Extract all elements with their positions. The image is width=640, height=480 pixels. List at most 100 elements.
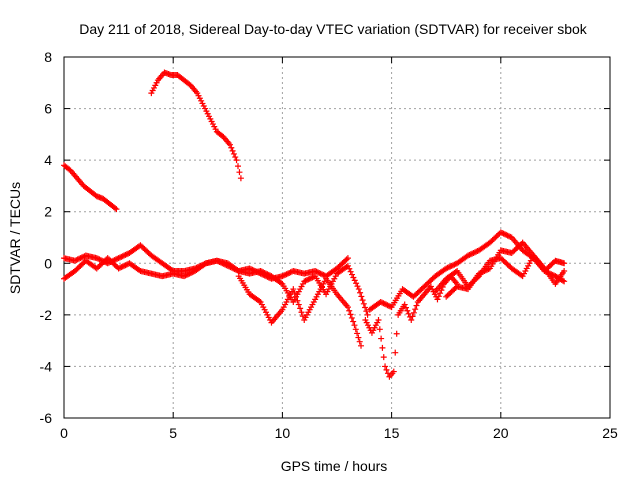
plus-marker xyxy=(71,257,78,264)
plus-marker xyxy=(376,326,383,333)
plus-marker xyxy=(344,262,351,269)
plus-marker xyxy=(344,255,351,262)
plus-marker xyxy=(471,249,478,256)
plus-marker xyxy=(74,256,81,263)
plus-marker xyxy=(403,304,410,311)
plus-marker xyxy=(256,297,263,304)
axis-ticks: 0 5 10 15 20 25 -6 -4 -2 0 2 4 6 8 xyxy=(40,49,618,441)
plus-marker xyxy=(383,301,390,308)
plus-marker xyxy=(183,271,190,278)
y-tick-label: -4 xyxy=(40,358,53,374)
plus-marker xyxy=(115,255,122,262)
plus-marker xyxy=(401,301,408,308)
plus-marker xyxy=(384,302,391,309)
plus-marker xyxy=(352,326,359,333)
plus-marker xyxy=(303,277,310,284)
plus-marker xyxy=(116,264,123,271)
plus-marker xyxy=(80,253,87,260)
plus-marker xyxy=(435,293,442,300)
plus-marker xyxy=(263,270,270,277)
plus-marker xyxy=(186,270,193,277)
plus-marker xyxy=(283,271,290,278)
plus-marker xyxy=(93,255,100,262)
series-arc-trough xyxy=(362,273,461,380)
plus-marker xyxy=(503,231,510,238)
plus-marker xyxy=(504,232,511,239)
plus-marker xyxy=(290,286,297,293)
plus-marker xyxy=(434,296,441,303)
plus-marker xyxy=(344,304,351,311)
y-tick-label: -2 xyxy=(40,307,53,323)
plus-marker xyxy=(497,229,504,236)
plus-marker xyxy=(313,268,320,275)
plus-marker xyxy=(280,272,287,279)
plus-marker xyxy=(309,274,316,281)
plus-marker xyxy=(379,299,386,306)
plus-marker xyxy=(182,272,189,279)
plus-marker xyxy=(291,289,298,296)
plus-marker xyxy=(437,290,444,297)
plus-marker xyxy=(265,271,272,278)
plus-marker xyxy=(230,150,237,157)
plus-marker xyxy=(287,269,294,276)
plus-marker xyxy=(229,147,236,154)
plus-marker xyxy=(484,266,491,273)
plus-marker xyxy=(444,264,451,271)
y-tick-label: 6 xyxy=(44,101,52,117)
plus-marker xyxy=(355,334,362,341)
plus-marker xyxy=(499,229,506,236)
series-arc-band-b xyxy=(61,255,264,282)
plus-marker xyxy=(353,280,360,287)
plus-marker xyxy=(114,255,121,262)
series-arc-late-c xyxy=(443,239,568,300)
plus-marker xyxy=(299,313,306,320)
plus-marker xyxy=(350,274,357,281)
plus-marker xyxy=(234,163,241,170)
plus-marker xyxy=(118,253,125,260)
y-tick-label: 0 xyxy=(44,255,52,271)
plus-marker xyxy=(121,252,128,259)
plus-marker xyxy=(410,309,417,316)
plus-marker xyxy=(78,254,85,261)
plus-marker xyxy=(95,255,102,262)
plus-marker xyxy=(451,261,458,268)
plus-marker xyxy=(284,270,291,277)
plus-marker xyxy=(381,300,388,307)
plus-marker xyxy=(226,141,233,148)
plus-marker xyxy=(122,262,129,269)
plus-marker xyxy=(412,306,419,313)
plus-marker xyxy=(480,268,487,275)
plus-marker xyxy=(232,154,239,161)
plus-marker xyxy=(408,317,415,324)
plus-marker xyxy=(452,284,459,291)
plus-marker xyxy=(561,268,568,275)
plus-marker xyxy=(301,278,308,285)
plus-marker xyxy=(77,255,84,262)
grid xyxy=(64,57,610,418)
plus-marker xyxy=(500,230,507,237)
plus-marker xyxy=(261,269,268,276)
plus-marker xyxy=(236,169,243,176)
plus-marker xyxy=(295,301,302,308)
plus-marker xyxy=(549,271,556,278)
data-points xyxy=(61,69,568,380)
plus-marker xyxy=(445,264,452,271)
plus-marker xyxy=(393,330,400,337)
plus-marker xyxy=(112,205,119,212)
plus-marker xyxy=(282,271,289,278)
plus-marker xyxy=(467,251,474,258)
plus-marker xyxy=(116,254,123,261)
plus-marker xyxy=(380,354,387,361)
plus-marker xyxy=(305,276,312,283)
plus-marker xyxy=(469,250,476,257)
plus-marker xyxy=(392,349,399,356)
plus-marker xyxy=(351,322,358,329)
plus-marker xyxy=(465,252,472,259)
series-arc-dip-b xyxy=(257,262,371,318)
x-tick-label: 5 xyxy=(169,425,177,441)
plus-marker xyxy=(187,269,194,276)
plus-marker xyxy=(113,206,120,213)
plot-frame xyxy=(63,56,611,419)
plus-marker xyxy=(478,269,485,276)
x-tick-label: 20 xyxy=(493,425,509,441)
